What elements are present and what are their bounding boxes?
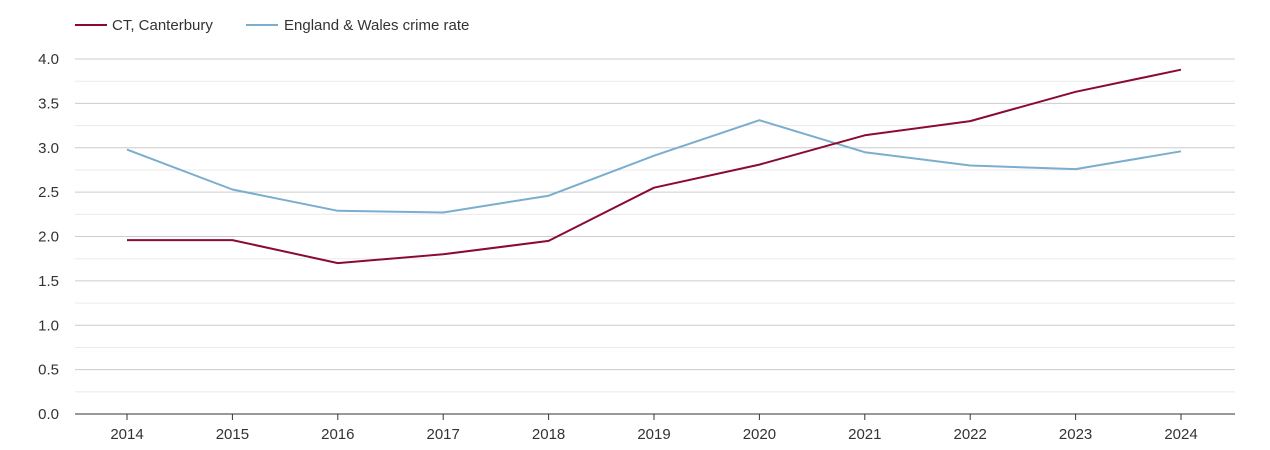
x-tick-label: 2017 <box>427 426 460 443</box>
x-tick-label: 2018 <box>532 426 565 443</box>
x-tick-label: 2014 <box>110 426 143 443</box>
y-tick-label: 3.5 <box>38 95 59 112</box>
legend-label-england-wales: England & Wales crime rate <box>284 17 469 34</box>
x-tick-label: 2015 <box>216 426 249 443</box>
y-tick-label: 0.0 <box>38 406 59 423</box>
series-lines <box>126 68 1182 265</box>
y-tick-label: 2.5 <box>38 184 59 201</box>
y-tick-label: 1.5 <box>38 273 59 290</box>
legend: CT, Canterbury England & Wales crime rat… <box>75 17 469 34</box>
x-tick-label: 2021 <box>848 426 881 443</box>
x-tick-label: 2019 <box>637 426 670 443</box>
series-line-england-wales <box>126 119 1182 214</box>
y-tick-label: 2.0 <box>38 229 59 246</box>
x-axis-ticks: 2014 2015 2016 2017 2018 2019 2020 2021 2022 2023… <box>110 414 1198 443</box>
x-tick-label: 2022 <box>954 426 987 443</box>
y-axis-ticks: 0.0 0.5 1.0 1.5 2.0 2.5 3.0 3.5 4.0 <box>38 51 59 423</box>
series-line-canterbury <box>127 68 1182 265</box>
x-tick-label: 2024 <box>1164 426 1197 443</box>
gridlines <box>75 58 1235 393</box>
y-tick-label: 4.0 <box>38 51 59 68</box>
x-tick-label: 2016 <box>321 426 354 443</box>
y-tick-label: 3.0 <box>38 140 59 157</box>
legend-label-canterbury: CT, Canterbury <box>112 17 213 34</box>
x-tick-label: 2023 <box>1059 426 1092 443</box>
x-tick-label: 2020 <box>743 426 776 443</box>
y-tick-label: 1.0 <box>38 317 59 334</box>
y-tick-label: 0.5 <box>38 362 59 379</box>
